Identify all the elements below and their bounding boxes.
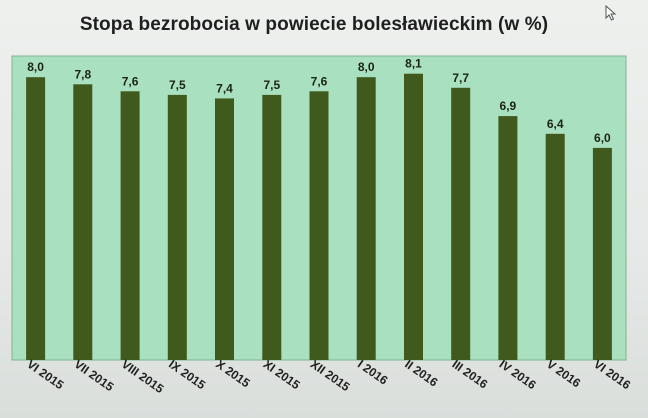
data-label-10: 6,9 — [500, 99, 517, 113]
value-labels-layer: 8,0 7,8 7,6 7,5 7,4 7,5 7,6 8,0 8,1 7,7 6,9 6,4 6,0 — [27, 57, 611, 145]
data-label-0: 8,0 — [27, 60, 44, 74]
bar-3 — [167, 94, 187, 361]
bar-8 — [404, 73, 423, 360]
data-label-8: 8,1 — [405, 57, 422, 71]
bar-9 — [451, 87, 471, 361]
x-tick-label-4: X 2015 — [213, 357, 252, 390]
x-tick-label-2: VIII 2015 — [119, 357, 167, 396]
bar-6 — [309, 91, 329, 361]
data-label-1: 7,8 — [74, 67, 91, 81]
bar-5 — [262, 94, 282, 361]
data-label-9: 7,7 — [452, 71, 469, 85]
data-label-7: 8,0 — [358, 60, 375, 74]
x-tick-label-9: III 2016 — [450, 357, 491, 392]
x-tick-label-3: IX 2015 — [166, 357, 208, 392]
bar-12 — [592, 147, 612, 360]
bar-7 — [356, 77, 376, 360]
x-tick-label-12: VI 2016 — [591, 357, 633, 392]
chart-title: Stopa bezrobocia w powiecie bolesławieck… — [79, 14, 549, 35]
bars-layer — [26, 73, 612, 361]
x-tick-label-10: IV 2016 — [497, 357, 539, 392]
bar-1 — [73, 84, 93, 361]
bar-2 — [120, 91, 140, 361]
x-tick-label-0: VI 2015 — [24, 357, 66, 392]
bar-11 — [545, 133, 565, 360]
x-tick-label-8: II 2016 — [402, 357, 440, 390]
data-label-5: 7,5 — [263, 78, 280, 92]
x-tick-label-1: VII 2015 — [72, 357, 117, 394]
x-tick-label-11: V 2016 — [544, 357, 583, 390]
data-label-11: 6,4 — [547, 117, 564, 131]
data-label-3: 7,5 — [169, 78, 186, 92]
tick-labels-layer: VI 2015 VII 2015 VIII 2015 IX 2015 X 2015 XI … — [24, 357, 633, 396]
data-label-12: 6,0 — [594, 131, 611, 145]
bar-4 — [215, 98, 234, 361]
x-tick-label-5: XI 2015 — [261, 357, 303, 392]
bar-0 — [26, 77, 46, 360]
mouse-pointer-icon — [605, 5, 617, 21]
data-label-4: 7,4 — [216, 81, 233, 95]
bar-10 — [498, 116, 518, 360]
data-label-2: 7,6 — [122, 74, 139, 88]
data-label-6: 7,6 — [311, 74, 328, 88]
x-tick-label-6: XII 2015 — [308, 357, 353, 394]
x-tick-label-7: I 2016 — [355, 357, 391, 388]
